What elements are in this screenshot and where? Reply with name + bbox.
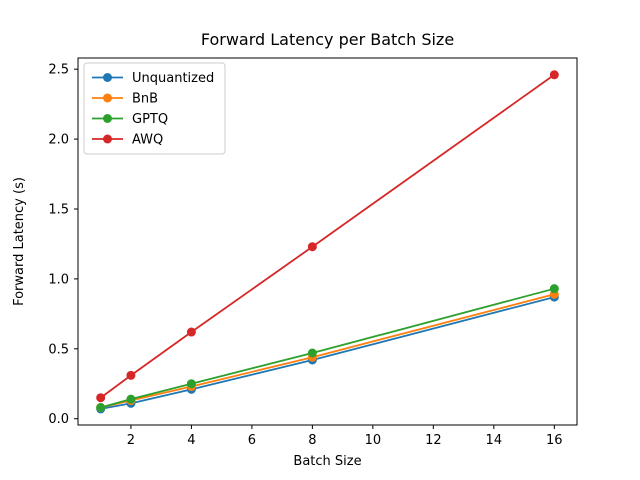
series-marker-gptq bbox=[126, 394, 136, 404]
series-marker-awq bbox=[186, 327, 196, 337]
x-tick-label: 10 bbox=[365, 433, 382, 448]
series-marker-awq bbox=[307, 242, 317, 252]
plot-frame bbox=[77, 57, 578, 426]
series-marker-gptq bbox=[549, 284, 559, 294]
y-tick-label: 1.5 bbox=[48, 202, 69, 217]
series-marker-gptq bbox=[186, 379, 196, 389]
legend-sample-marker-bnb bbox=[103, 93, 112, 103]
plot-area: 2 4 6 8 10 12 14 16 0.0 0.5 1.0 1.5 2.0 2.5 Unquantize… bbox=[48, 57, 578, 448]
y-tick-label: 2.5 bbox=[48, 63, 69, 78]
x-tick-label: 12 bbox=[425, 433, 442, 448]
y-tick-label: 0.0 bbox=[48, 412, 69, 427]
legend-label-gptq: GPTQ bbox=[132, 112, 168, 127]
chart-title: Forward Latency per Batch Size bbox=[201, 30, 454, 49]
y-axis-label: Forward Latency (s) bbox=[12, 177, 27, 306]
x-tick-label: 16 bbox=[546, 433, 563, 448]
series-marker-awq bbox=[126, 370, 136, 380]
y-tick-label: 0.5 bbox=[48, 342, 69, 357]
legend-box bbox=[83, 62, 226, 155]
x-axis-label: Batch Size bbox=[293, 454, 361, 469]
legend-label-bnb: BnB bbox=[132, 92, 158, 107]
x-tick-label: 6 bbox=[248, 433, 256, 448]
legend-sample-marker-awq bbox=[103, 134, 112, 144]
y-tick-label: 1.0 bbox=[48, 272, 69, 287]
x-tick-label: 8 bbox=[308, 433, 316, 448]
series-marker-gptq bbox=[307, 348, 317, 358]
legend-sample-marker-unquantized bbox=[103, 73, 112, 82]
legend-sample-marker-gptq bbox=[103, 114, 112, 123]
legend-label-unquantized: Unquantized bbox=[132, 71, 214, 86]
series-marker-awq bbox=[96, 393, 106, 403]
series-marker-gptq bbox=[96, 403, 106, 413]
legend-label-awq: AWQ bbox=[132, 133, 163, 148]
series-line-bnb bbox=[100, 293, 555, 409]
y-tick-label: 2.0 bbox=[48, 133, 69, 148]
series-marker-awq bbox=[549, 70, 559, 80]
x-tick-label: 4 bbox=[187, 433, 195, 448]
x-tick-label: 2 bbox=[127, 433, 135, 448]
x-tick-label: 14 bbox=[486, 433, 503, 448]
